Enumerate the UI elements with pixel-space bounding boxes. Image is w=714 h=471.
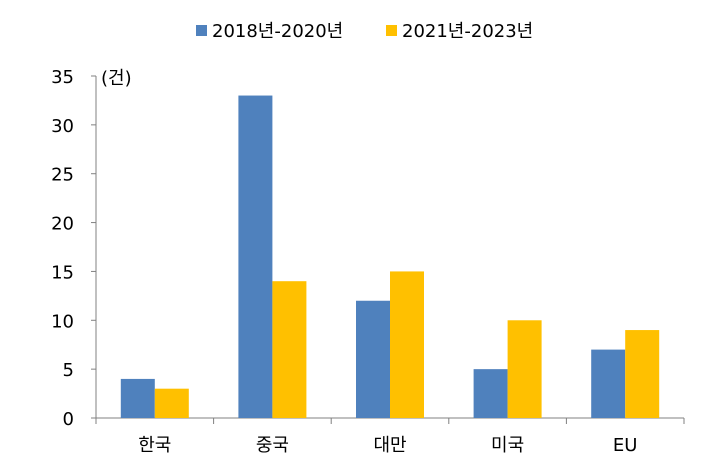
y-tick-label: 35 [51, 67, 74, 88]
legend: 2018년-2020년 2021년-2023년 [196, 21, 533, 42]
x-axis: 한국 중국 대만 미국 EU [95, 417, 685, 456]
bar-1 [591, 349, 626, 418]
legend-label: 2018년-2020년 [212, 21, 343, 42]
x-tick-label: 중국 [256, 435, 289, 456]
y-tick-label: 5 [63, 360, 74, 381]
bar-2 [154, 388, 189, 418]
x-tick-label: 한국 [138, 435, 171, 456]
bar-1 [120, 378, 155, 418]
bar-2 [272, 281, 307, 418]
legend-label: 2021년-2023년 [402, 21, 533, 42]
bar-1 [238, 95, 273, 419]
y-tick-label: 20 [51, 214, 74, 235]
bar-2 [390, 271, 424, 418]
y-tick-label: 25 [51, 165, 74, 186]
legend-swatch [196, 25, 207, 36]
legend-swatch [386, 25, 397, 36]
y-axis-unit-label: (건) [101, 68, 132, 89]
x-tick-label: 미국 [491, 435, 524, 456]
bar-2 [507, 320, 542, 418]
y-axis: 0 5 10 15 20 25 30 35 [51, 67, 97, 430]
x-tick-label: 대만 [373, 435, 406, 456]
y-tick-label: 0 [63, 409, 74, 430]
y-tick-label: 30 [51, 116, 74, 137]
x-tick-label: EU [613, 435, 638, 456]
bar-1 [356, 300, 390, 418]
y-tick-label: 15 [51, 262, 74, 283]
bars [120, 95, 660, 419]
y-tick-label: 10 [51, 311, 74, 332]
bar-1 [473, 369, 508, 418]
bar-2 [625, 330, 660, 418]
